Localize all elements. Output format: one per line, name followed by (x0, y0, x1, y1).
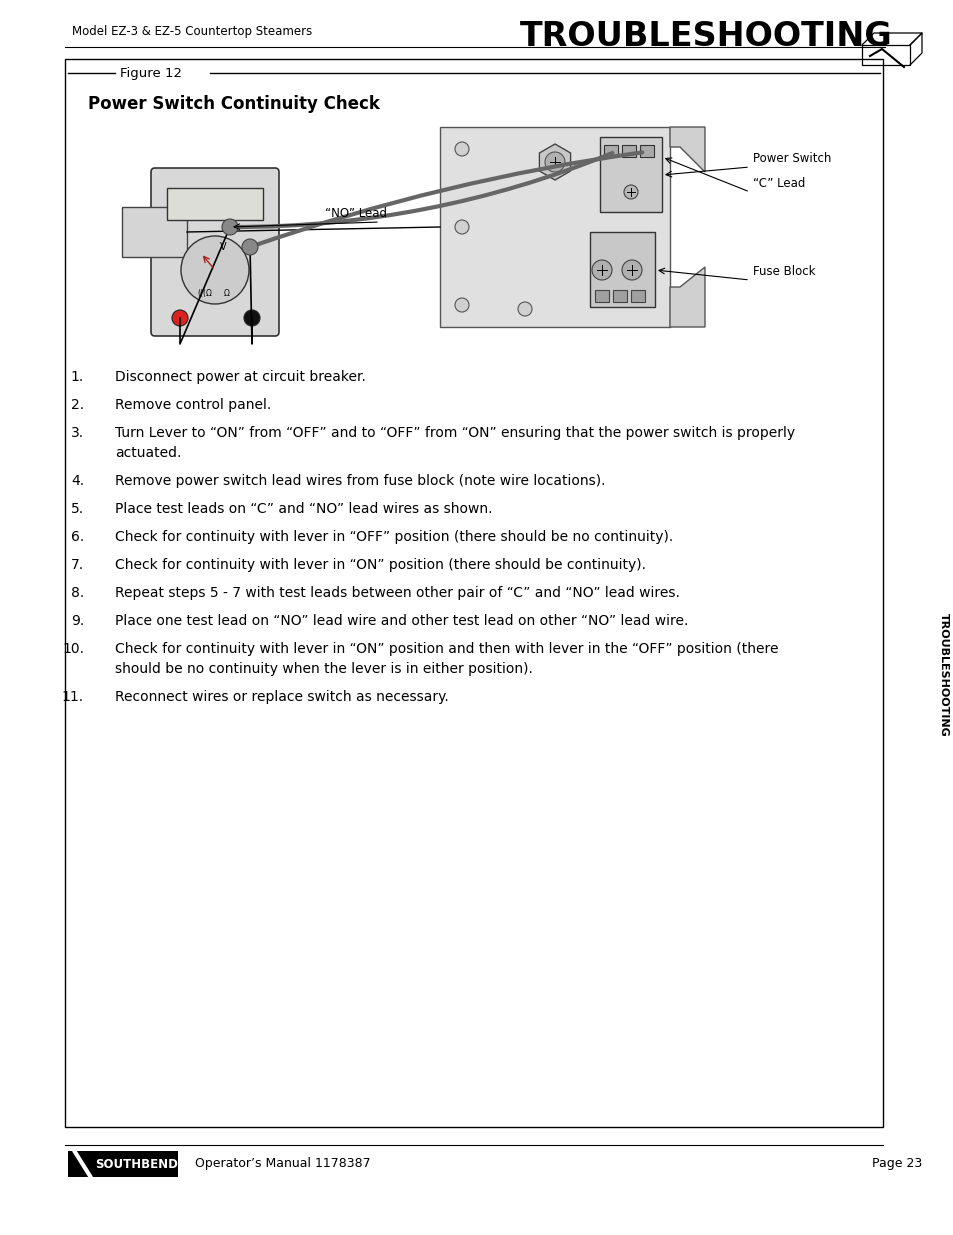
Circle shape (517, 303, 532, 316)
Bar (167, 188, 263, 220)
Circle shape (592, 261, 612, 280)
Text: Place test leads on “C” and “NO” lead wires as shown.: Place test leads on “C” and “NO” lead wi… (115, 501, 492, 516)
Polygon shape (669, 127, 704, 172)
Polygon shape (538, 144, 570, 180)
Bar (439, 127, 669, 327)
Text: Check for continuity with lever in “ON” position (there should be continuity).: Check for continuity with lever in “ON” … (115, 558, 645, 572)
Text: 5.: 5. (71, 501, 84, 516)
Bar (599, 137, 661, 212)
Bar (595, 290, 608, 303)
Text: 9.: 9. (71, 614, 84, 629)
Text: Turn Lever to “ON” from “OFF” and to “OFF” from “ON” ensuring that the power swi: Turn Lever to “ON” from “OFF” and to “OF… (115, 426, 794, 440)
Circle shape (244, 310, 260, 326)
Text: Reconnect wires or replace switch as necessary.: Reconnect wires or replace switch as nec… (115, 690, 448, 704)
Circle shape (222, 219, 237, 235)
Bar (639, 144, 654, 157)
Text: 1.: 1. (71, 370, 84, 384)
Text: 11.: 11. (62, 690, 84, 704)
Text: Check for continuity with lever in “OFF” position (there should be no continuity: Check for continuity with lever in “OFF”… (115, 530, 673, 543)
Text: (((Ω: (((Ω (197, 289, 213, 298)
Text: Operator’s Manual 1178387: Operator’s Manual 1178387 (194, 1157, 370, 1171)
Bar (65, 59, 882, 1128)
Text: Remove control panel.: Remove control panel. (115, 398, 271, 412)
Bar (589, 232, 655, 308)
Text: Power Switch: Power Switch (752, 152, 830, 165)
Circle shape (455, 298, 469, 312)
Text: Fuse Block: Fuse Block (752, 266, 815, 278)
Text: 2.: 2. (71, 398, 84, 412)
Text: TROUBLESHOOTING: TROUBLESHOOTING (938, 613, 948, 737)
Text: 3.: 3. (71, 426, 84, 440)
Circle shape (455, 142, 469, 156)
Circle shape (623, 185, 638, 199)
Bar (122, 207, 187, 257)
Text: V: V (219, 242, 226, 252)
Text: Repeat steps 5 - 7 with test leads between other pair of “C” and “NO” lead wires: Repeat steps 5 - 7 with test leads betwe… (115, 585, 679, 600)
Bar (621, 144, 636, 157)
Bar (603, 144, 618, 157)
Text: SOUTHBEND: SOUTHBEND (95, 1157, 177, 1171)
Text: Check for continuity with lever in “ON” position and then with lever in the “OFF: Check for continuity with lever in “ON” … (115, 642, 778, 656)
Circle shape (455, 220, 469, 233)
Text: Place one test lead on “NO” lead wire and other test lead on other “NO” lead wir: Place one test lead on “NO” lead wire an… (115, 614, 688, 629)
Text: Model EZ-3 & EZ-5 Countertop Steamers: Model EZ-3 & EZ-5 Countertop Steamers (71, 25, 312, 38)
Circle shape (181, 236, 249, 304)
Text: Figure 12: Figure 12 (120, 67, 182, 79)
Text: should be no continuity when the lever is in either position).: should be no continuity when the lever i… (115, 662, 533, 676)
Text: Page 23: Page 23 (871, 1157, 922, 1171)
Text: TROUBLESHOOTING: TROUBLESHOOTING (519, 20, 892, 53)
Text: 7.: 7. (71, 558, 84, 572)
Circle shape (544, 152, 564, 172)
Bar (68, 1151, 178, 1177)
Circle shape (621, 261, 641, 280)
Text: 10.: 10. (62, 642, 84, 656)
Text: Ω: Ω (224, 289, 230, 298)
Text: “NO” Lead: “NO” Lead (325, 207, 387, 220)
Text: Power Switch Continuity Check: Power Switch Continuity Check (88, 95, 379, 112)
Text: actuated.: actuated. (115, 446, 181, 459)
Text: Disconnect power at circuit breaker.: Disconnect power at circuit breaker. (115, 370, 366, 384)
Circle shape (172, 310, 188, 326)
Bar (630, 290, 644, 303)
FancyBboxPatch shape (151, 168, 278, 336)
Bar (613, 290, 626, 303)
Text: 6.: 6. (71, 530, 84, 543)
Circle shape (242, 240, 257, 254)
Text: 4.: 4. (71, 474, 84, 488)
Text: 8.: 8. (71, 585, 84, 600)
Text: Remove power switch lead wires from fuse block (note wire locations).: Remove power switch lead wires from fuse… (115, 474, 605, 488)
Polygon shape (669, 267, 704, 327)
Text: “C” Lead: “C” Lead (752, 177, 804, 190)
